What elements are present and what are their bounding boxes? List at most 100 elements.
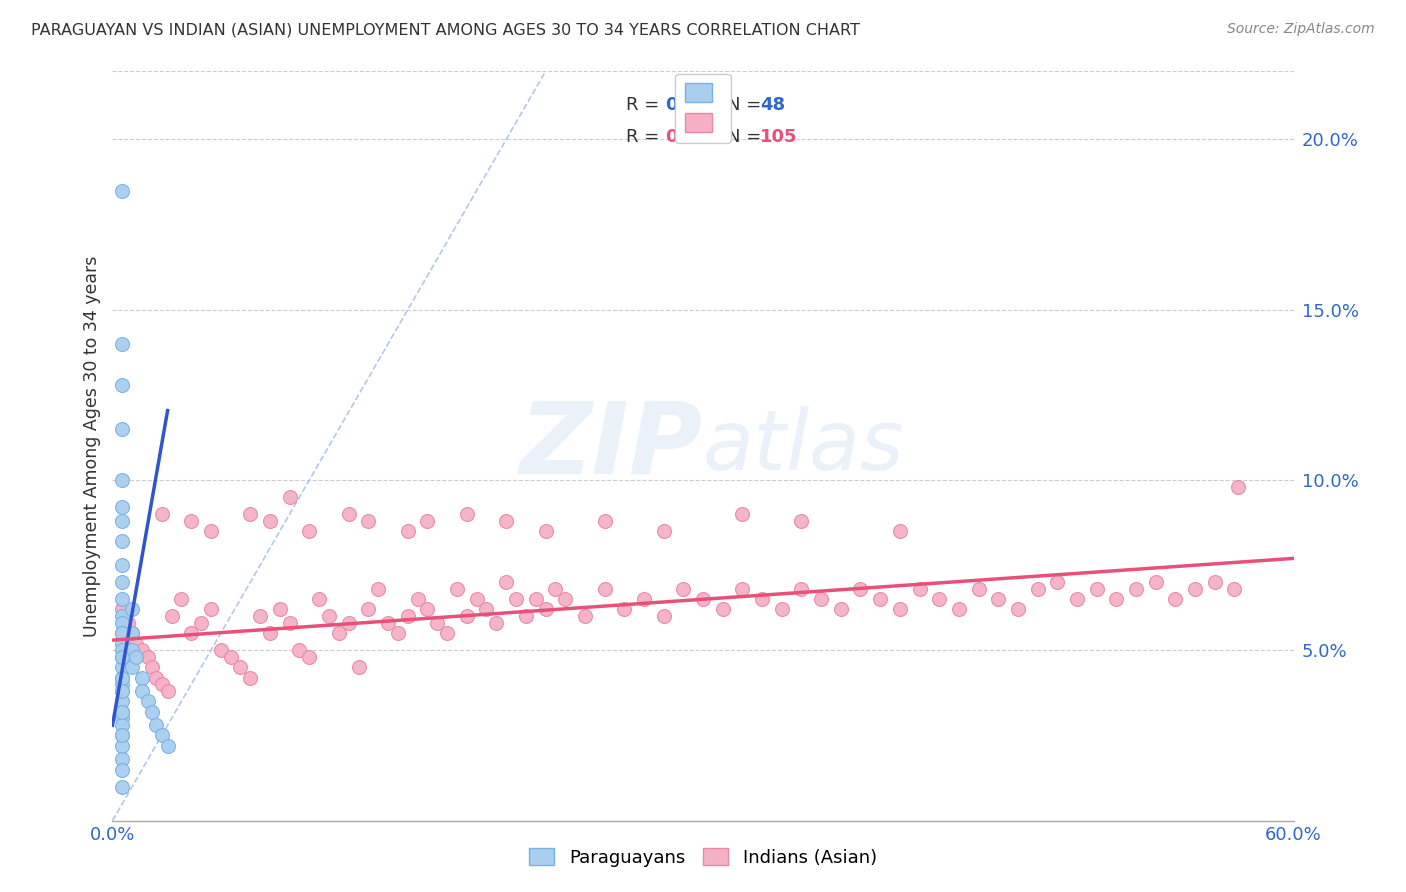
Point xyxy=(259,514,281,528)
Point xyxy=(136,650,159,665)
Point xyxy=(269,602,291,616)
Text: 0.321: 0.321 xyxy=(665,96,723,114)
Point xyxy=(574,609,596,624)
Text: R =: R = xyxy=(626,96,665,114)
Point xyxy=(1125,582,1147,596)
Point xyxy=(377,616,399,631)
Point xyxy=(308,592,330,607)
Point xyxy=(131,671,153,685)
Point xyxy=(111,650,134,665)
Text: atlas: atlas xyxy=(703,406,904,486)
Point xyxy=(111,780,134,794)
Point xyxy=(156,684,179,698)
Point xyxy=(111,336,134,351)
Point xyxy=(121,660,143,674)
Point xyxy=(652,524,675,538)
Point xyxy=(111,558,134,573)
Point xyxy=(111,684,134,698)
Point xyxy=(259,626,281,640)
Point xyxy=(672,582,695,596)
Point xyxy=(170,592,193,607)
Point xyxy=(111,592,134,607)
Point xyxy=(810,592,832,607)
Point xyxy=(111,705,134,719)
Point xyxy=(111,643,134,657)
Point xyxy=(121,626,143,640)
Point xyxy=(150,729,173,743)
Point xyxy=(111,752,134,766)
Point xyxy=(125,650,148,665)
Point xyxy=(908,582,931,596)
Point xyxy=(1085,582,1108,596)
Point xyxy=(849,582,872,596)
Point xyxy=(495,575,517,590)
Point xyxy=(239,507,262,521)
Point xyxy=(770,602,793,616)
Point xyxy=(889,602,911,616)
Point xyxy=(485,616,508,631)
Point xyxy=(337,616,360,631)
Point xyxy=(1026,582,1049,596)
Point xyxy=(1144,575,1167,590)
Point xyxy=(387,626,409,640)
Point xyxy=(534,524,557,538)
Point xyxy=(711,602,734,616)
Point xyxy=(633,592,655,607)
Point xyxy=(298,650,321,665)
Point xyxy=(534,602,557,616)
Point xyxy=(180,514,202,528)
Point xyxy=(967,582,990,596)
Point xyxy=(131,684,153,698)
Point xyxy=(111,422,134,436)
Point xyxy=(1204,575,1226,590)
Point xyxy=(1227,480,1250,494)
Point xyxy=(249,609,271,624)
Point xyxy=(505,592,527,607)
Point xyxy=(150,677,173,691)
Point xyxy=(318,609,340,624)
Point xyxy=(288,643,311,657)
Point xyxy=(121,602,143,616)
Point xyxy=(111,626,134,640)
Point xyxy=(928,592,950,607)
Point xyxy=(111,500,134,515)
Point xyxy=(1066,592,1088,607)
Point xyxy=(1184,582,1206,596)
Point xyxy=(145,671,167,685)
Point xyxy=(396,609,419,624)
Point xyxy=(1164,592,1187,607)
Point xyxy=(593,582,616,596)
Point xyxy=(156,739,179,753)
Point xyxy=(731,507,754,521)
Point xyxy=(987,592,1010,607)
Point xyxy=(1007,602,1029,616)
Point xyxy=(278,490,301,504)
Point xyxy=(200,602,222,616)
Point xyxy=(121,643,143,657)
Point xyxy=(111,650,134,665)
Y-axis label: Unemployment Among Ages 30 to 34 years: Unemployment Among Ages 30 to 34 years xyxy=(83,255,101,637)
Text: Source: ZipAtlas.com: Source: ZipAtlas.com xyxy=(1227,22,1375,37)
Point xyxy=(111,184,134,198)
Point xyxy=(475,602,498,616)
Point xyxy=(145,718,167,732)
Legend: Paraguayans, Indians (Asian): Paraguayans, Indians (Asian) xyxy=(522,841,884,874)
Point xyxy=(111,609,134,624)
Text: 48: 48 xyxy=(759,96,785,114)
Point xyxy=(125,636,148,650)
Point xyxy=(111,729,134,743)
Point xyxy=(111,473,134,487)
Point xyxy=(111,671,134,685)
Point xyxy=(219,650,242,665)
Point xyxy=(141,660,163,674)
Point xyxy=(406,592,429,607)
Point xyxy=(117,616,139,631)
Point xyxy=(948,602,970,616)
Point xyxy=(357,514,380,528)
Point xyxy=(751,592,773,607)
Point xyxy=(278,616,301,631)
Legend: , : , xyxy=(675,73,731,143)
Point xyxy=(416,514,439,528)
Point xyxy=(524,592,547,607)
Point xyxy=(111,660,134,674)
